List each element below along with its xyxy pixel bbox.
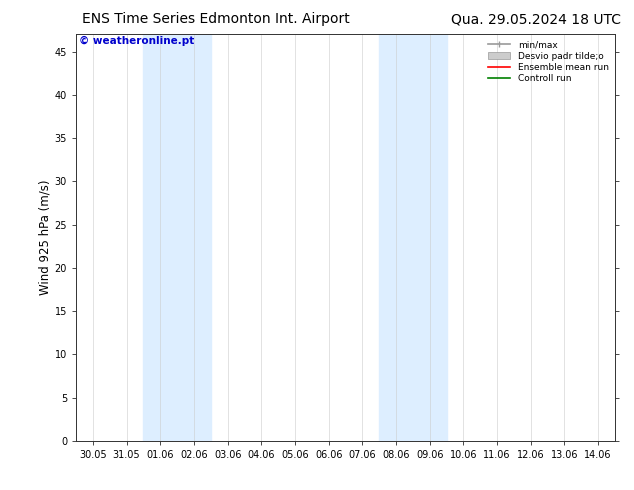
Bar [379,34,446,441]
Legend: min/max, Desvio padr tilde;o, Ensemble mean run, Controll run: min/max, Desvio padr tilde;o, Ensemble m… [486,39,611,85]
Y-axis label: Wind 925 hPa (m/s): Wind 925 hPa (m/s) [39,180,52,295]
Text: © weatheronline.pt: © weatheronline.pt [79,36,194,47]
Bar [143,34,210,441]
Text: Qua. 29.05.2024 18 UTC: Qua. 29.05.2024 18 UTC [451,12,621,26]
Text: ENS Time Series Edmonton Int. Airport: ENS Time Series Edmonton Int. Airport [82,12,350,26]
